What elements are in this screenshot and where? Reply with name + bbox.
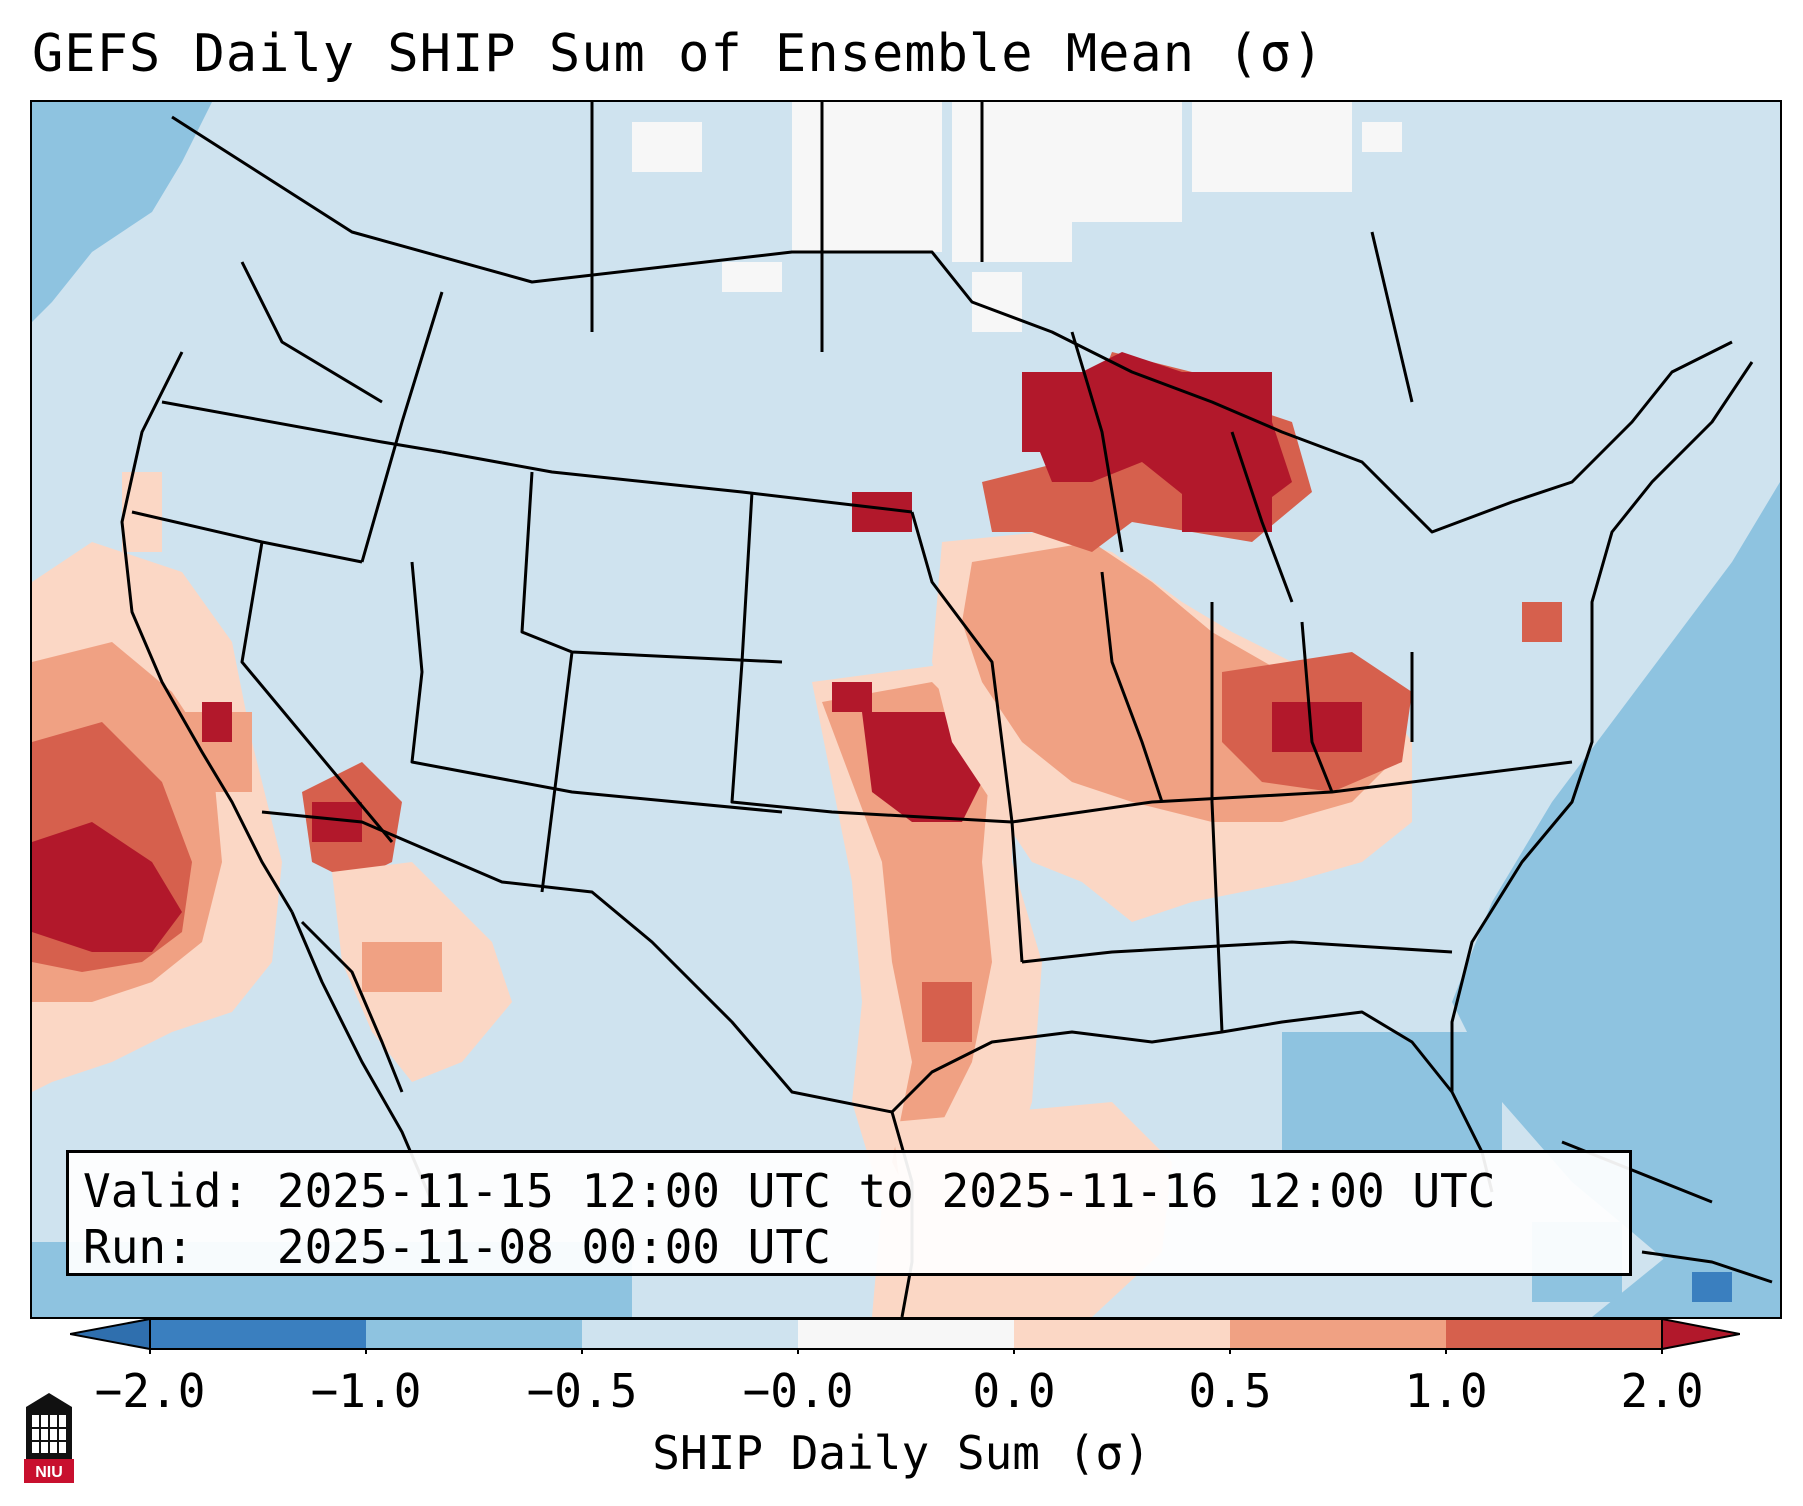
strong-negative-cell <box>1692 1272 1732 1302</box>
colorbar-segment-3 <box>582 1319 798 1349</box>
colorbar-segment-5 <box>1014 1319 1230 1349</box>
colorbar-segment-6 <box>1230 1319 1446 1349</box>
colorbar-tick-label: 2.0 <box>1620 1364 1704 1418</box>
colorbar-tick-label: 1.0 <box>1404 1364 1488 1418</box>
valid-label: Valid: <box>83 1164 250 1218</box>
colorbar <box>69 1314 1741 1360</box>
colorbar-segment-1 <box>150 1319 366 1349</box>
colorbar-tick-label: 0.0 <box>972 1364 1056 1418</box>
ship-map-svg <box>32 102 1780 1317</box>
colorbar-extend-high <box>1661 1317 1741 1351</box>
colorbar-axis-label: SHIP Daily Sum (σ) <box>652 1426 1151 1480</box>
boundaries <box>120 102 1773 1317</box>
valid-value: 2025-11-15 12:00 UTC to 2025-11-16 12:00… <box>276 1164 1496 1218</box>
colorbar-tick-label: −0.5 <box>526 1364 638 1418</box>
neutral-region <box>632 102 1402 332</box>
colorbar-segment-4 <box>798 1319 1014 1349</box>
colorbar-segment-2 <box>366 1319 582 1349</box>
colorbar-segment-7 <box>1446 1319 1662 1349</box>
colorbar-tick-label: 0.5 <box>1188 1364 1272 1418</box>
map-panel <box>30 100 1782 1319</box>
niu-logo-svg: NIU <box>24 1393 74 1483</box>
run-label: Run: <box>83 1220 194 1274</box>
colorbar-svg <box>69 1317 1741 1360</box>
colorbar-extend-low <box>69 1317 151 1351</box>
colorbar-tick-label: −0.0 <box>742 1364 854 1418</box>
chart-title: GEFS Daily SHIP Sum of Ensemble Mean (σ) <box>32 24 1325 84</box>
run-value: 2025-11-08 00:00 UTC <box>276 1220 831 1274</box>
colorbar-tick-label: −1.0 <box>310 1364 422 1418</box>
logo-text: NIU <box>35 1464 63 1481</box>
colorbar-tick-label: −2.0 <box>94 1364 206 1418</box>
pacific-positive-region <box>32 472 282 1092</box>
niu-logo-icon: NIU <box>22 1393 76 1485</box>
info-box: Valid: 2025-11-15 12:00 UTC to 2025-11-1… <box>66 1150 1632 1276</box>
great-lakes-positive-region <box>852 352 1562 922</box>
